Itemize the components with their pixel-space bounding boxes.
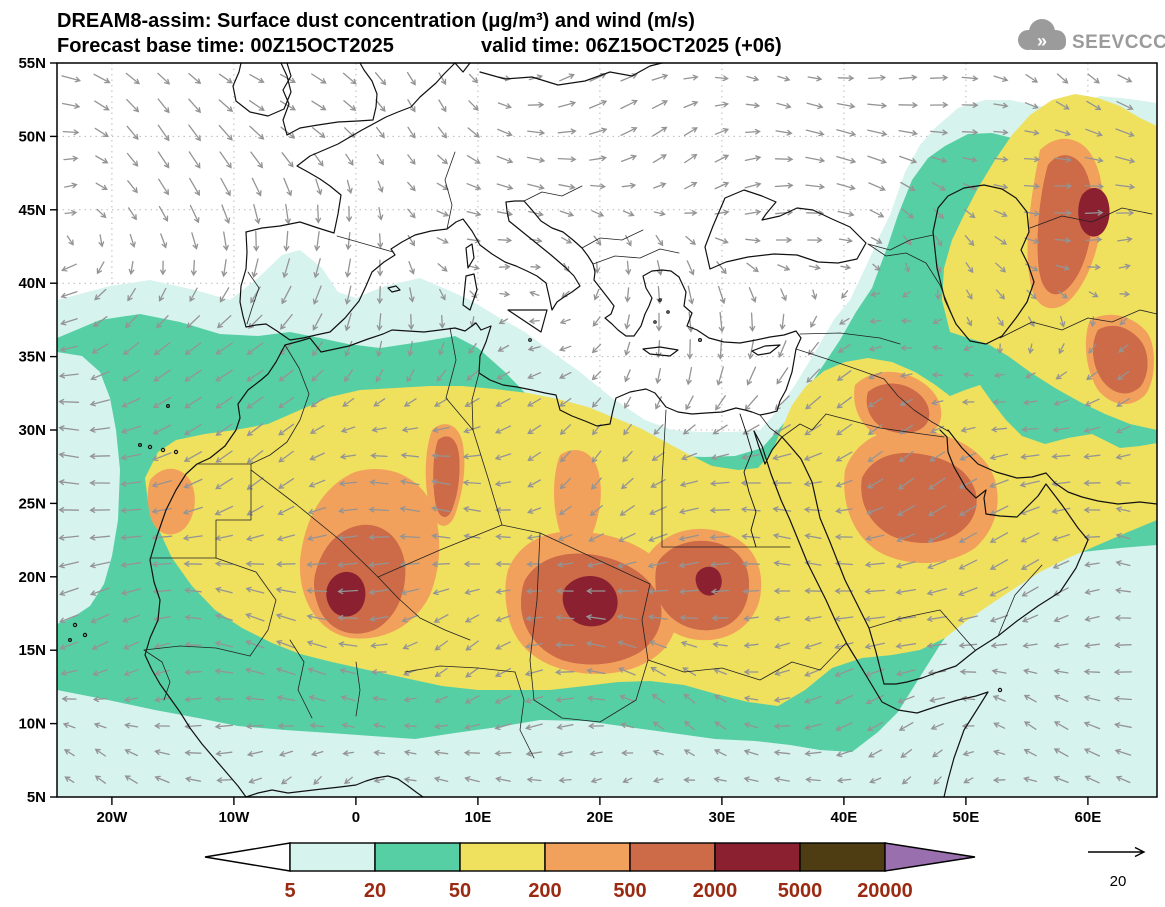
cloud-chevrons-icon: » <box>1037 31 1047 51</box>
lon-tick-label: 60E <box>1075 809 1102 826</box>
colorbar-level-label: 5 <box>284 880 295 902</box>
colorbar-segment <box>460 843 545 871</box>
lon-tick-label: 10E <box>465 809 492 826</box>
colorbar-level-label: 200 <box>528 880 561 902</box>
colorbar-arrow-left <box>205 843 290 871</box>
lat-tick-label: 35N <box>18 349 46 366</box>
lon-tick-label: 30E <box>709 809 736 826</box>
colorbar-segment <box>715 843 800 871</box>
lat-tick-label: 55N <box>18 55 46 72</box>
lat-tick-label: 5N <box>27 789 46 806</box>
lon-tick-label: 40E <box>831 809 858 826</box>
forecast-chart-page: 55N 50N 45N 40N 35N 30N 25N 20N 15N 10N 5N 20W 10W 0 1… <box>0 0 1165 907</box>
lon-tick-label: 50E <box>953 809 980 826</box>
lat-tick-label: 45N <box>18 202 46 219</box>
wind-reference-arrow-icon <box>1088 848 1144 857</box>
colorbar-segment <box>375 843 460 871</box>
wind-reference-value: 20 <box>1110 873 1127 890</box>
lat-tick-label: 10N <box>18 716 46 733</box>
lat-tick-label: 50N <box>18 128 46 145</box>
colorbar-legend: 5 20 50 200 500 2000 5000 20000 <box>205 843 975 902</box>
lat-tick-label: 30N <box>18 422 46 439</box>
lon-tick-label: 20E <box>587 809 614 826</box>
chart-title: DREAM8-assim: Surface dust concentration… <box>57 10 695 32</box>
colorbar-level-label: 20000 <box>857 880 913 902</box>
logo-text: SEEVCCC <box>1072 32 1165 53</box>
lat-tick-label: 25N <box>18 495 46 512</box>
lon-tick-label: 0 <box>352 809 360 826</box>
lat-tick-label: 20N <box>18 569 46 586</box>
seevccc-logo: » SEEVCCC <box>1018 19 1165 53</box>
colorbar-level-label: 2000 <box>693 880 738 902</box>
lon-tick-label: 10W <box>218 809 250 826</box>
dust-forecast-figure: 55N 50N 45N 40N 35N 30N 25N 20N 15N 10N 5N 20W 10W 0 1… <box>0 0 1165 907</box>
colorbar-level-label: 500 <box>613 880 646 902</box>
wind-reference: 20 <box>1088 848 1144 891</box>
colorbar-segment <box>545 843 630 871</box>
colorbar-level-label: 5000 <box>778 880 823 902</box>
colorbar-segment <box>800 843 885 871</box>
colorbar-segment <box>290 843 375 871</box>
forecast-base-time-label: Forecast base time: 00Z15OCT2025 <box>57 35 394 57</box>
colorbar-level-label: 20 <box>364 880 386 902</box>
lon-tick-label: 20W <box>96 809 128 826</box>
valid-time-label: valid time: 06Z15OCT2025 (+06) <box>481 35 782 57</box>
lat-tick-label: 40N <box>18 275 46 292</box>
dust-concentration-field <box>57 94 1157 797</box>
colorbar-segment <box>630 843 715 871</box>
colorbar-arrow-right <box>885 843 975 871</box>
lat-tick-label: 15N <box>18 642 46 659</box>
colorbar-level-label: 50 <box>449 880 471 902</box>
